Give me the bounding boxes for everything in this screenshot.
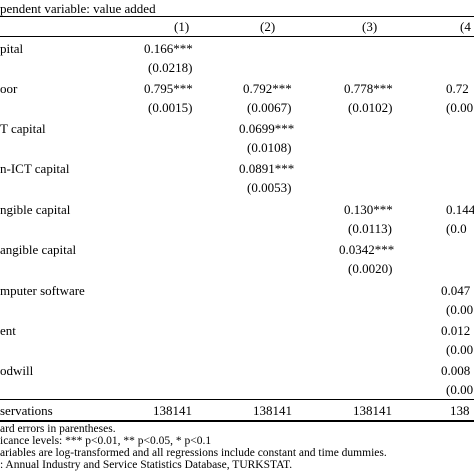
row-label-observations: servations: [0, 403, 53, 418]
row-label-intangible-capital: angible capital: [0, 242, 77, 257]
coef-capital-c1: 0.166***: [144, 41, 193, 56]
coef-nonict-c2: 0.0891***: [239, 161, 295, 176]
obs-c2: 138141: [253, 403, 292, 418]
note-variables: ariables are log-transformed and all reg…: [0, 447, 387, 459]
se-labor-c3: (0.0102): [348, 100, 393, 115]
dependent-variable-title: pendent variable: value added: [0, 1, 156, 16]
se-patent-c4: (0.00: [446, 342, 474, 357]
se-goodwill-c4: (0.00: [446, 382, 474, 397]
coef-goodwill-c4: 0.008: [441, 363, 471, 378]
se-nonict-c2: (0.0053): [247, 180, 292, 195]
se-labor-c4: (0.00: [446, 100, 474, 115]
note-source: : Annual Industry and Service Statistics…: [0, 459, 293, 471]
se-software-c4: (0.00: [446, 302, 474, 317]
column-header-4: (4: [460, 19, 471, 34]
coef-software-c4: 0.047: [441, 283, 471, 298]
se-capital-c1: (0.0218): [148, 60, 193, 75]
coef-tangible-c3: 0.130***: [344, 202, 393, 217]
se-labor-c2: (0.0067): [247, 100, 292, 115]
obs-c4: 138: [450, 403, 470, 418]
note-standard-errors: ard errors in parentheses.: [0, 423, 116, 435]
row-label-tangible-capital: ngible capital: [0, 202, 71, 217]
column-header-2: (2): [260, 19, 276, 34]
column-header-3: (3): [362, 19, 378, 34]
coef-ict-c2: 0.0699***: [239, 121, 295, 136]
row-label-capital: pital: [0, 41, 24, 56]
row-label-ict-capital: T capital: [0, 121, 46, 136]
se-ict-c2: (0.0108): [247, 140, 292, 155]
se-tangible-c3: (0.0113): [348, 221, 392, 236]
obs-c3: 138141: [353, 403, 392, 418]
header-rule: [0, 36, 474, 37]
top-rule: [0, 16, 474, 17]
coef-intangible-c3: 0.0342***: [339, 242, 395, 257]
bottom-rule: [0, 420, 474, 422]
coef-tangible-c4: 0.144: [446, 202, 474, 217]
coef-patent-c4: 0.012: [441, 323, 471, 338]
row-label-goodwill: odwill: [0, 363, 34, 378]
se-tangible-c4: (0.0: [446, 221, 467, 236]
row-label-patent: ent: [0, 323, 16, 338]
coef-labor-c1: 0.795***: [144, 81, 193, 96]
column-header-1: (1): [174, 19, 190, 34]
note-significance: icance levels: *** p<0.01, ** p<0.05, * …: [0, 435, 212, 447]
row-label-labor: oor: [0, 81, 18, 96]
observations-rule-top: [0, 399, 474, 400]
obs-c1: 138141: [153, 403, 192, 418]
coef-labor-c2: 0.792***: [243, 81, 292, 96]
se-intangible-c3: (0.0020): [348, 261, 393, 276]
se-labor-c1: (0.0015): [148, 100, 193, 115]
coef-labor-c3: 0.778***: [344, 81, 393, 96]
coef-labor-c4: 0.72: [446, 81, 469, 96]
row-label-computer-software: mputer software: [0, 283, 85, 298]
row-label-non-ict-capital: n-ICT capital: [0, 161, 70, 176]
